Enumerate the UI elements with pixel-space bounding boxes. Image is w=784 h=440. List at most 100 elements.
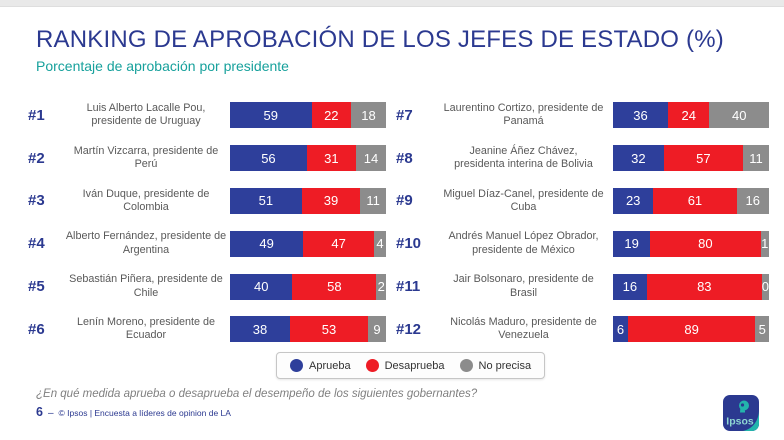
bar-value: 32 bbox=[631, 150, 646, 166]
bar-segment-aprueba: 49 bbox=[230, 230, 304, 257]
bar-value: 89 bbox=[684, 321, 699, 337]
approval-bar: 59 22 18 bbox=[230, 102, 386, 129]
bar-value: 61 bbox=[687, 193, 703, 209]
president-name: Lenín Moreno, presidente de Ecuador bbox=[76, 315, 216, 342]
bar-value: 5 bbox=[758, 321, 766, 337]
rank-label: #10 bbox=[396, 235, 422, 253]
bar-segment-desaprueba: 24 bbox=[668, 102, 710, 129]
rank-label: #9 bbox=[396, 192, 413, 210]
legend-label: No precisa bbox=[478, 359, 532, 372]
bar-value: 47 bbox=[331, 236, 346, 252]
bar-value: 56 bbox=[261, 150, 276, 166]
legend-item: Desaprueba bbox=[365, 359, 445, 372]
bar-segment-desaprueba: 80 bbox=[650, 230, 761, 257]
president-name: Iván Duque, presidente de Colombia bbox=[82, 187, 210, 213]
bar-segment-aprueba: 32 bbox=[613, 145, 664, 172]
bar-value: 40 bbox=[732, 107, 747, 123]
approval-bar: 16 83 0 bbox=[613, 273, 769, 300]
president-name: Martín Vizcarra, presidente de Perú bbox=[73, 144, 219, 171]
president-row: #7 Laurentino Cortizo, presidente de Pan… bbox=[396, 94, 769, 137]
bar-segment-no-precisa: 1 bbox=[760, 230, 769, 257]
bar-segment-no-precisa: 5 bbox=[755, 316, 769, 343]
bar-value: 38 bbox=[252, 321, 268, 337]
approval-bar: 23 61 16 bbox=[613, 187, 769, 214]
bar-value: 36 bbox=[633, 107, 648, 123]
bar-segment-no-precisa: 14 bbox=[355, 145, 386, 172]
bar-value: 9 bbox=[373, 321, 381, 337]
bar-value: 16 bbox=[745, 193, 760, 209]
bar-segment-aprueba: 40 bbox=[230, 273, 293, 300]
president-name: Luis Alberto Lacalle Pou, presidente de … bbox=[86, 101, 206, 128]
bar-value: 19 bbox=[624, 236, 639, 252]
page-title: RANKING DE APROBACIÓN DE LOS JEFES DE ES… bbox=[36, 26, 724, 53]
president-name: Sebastián Piñera, presidente de Chile bbox=[69, 273, 223, 299]
rank-label: #1 bbox=[28, 106, 45, 124]
bar-segment-aprueba: 36 bbox=[613, 102, 668, 129]
bar-value: 49 bbox=[259, 236, 274, 252]
bar-segment-no-precisa: 2 bbox=[376, 273, 386, 300]
bar-value: 24 bbox=[681, 107, 696, 123]
rank-label: #2 bbox=[28, 149, 45, 167]
legend-color-dot bbox=[459, 359, 473, 372]
president-row: #6 Lenín Moreno, presidente de Ecuador 3… bbox=[28, 308, 386, 351]
bar-segment-aprueba: 51 bbox=[230, 187, 302, 214]
bar-value: 11 bbox=[366, 193, 380, 209]
logo-square bbox=[723, 395, 759, 431]
bar-value: 59 bbox=[263, 107, 279, 123]
bar-value: 39 bbox=[323, 193, 339, 209]
approval-bar: 40 58 2 bbox=[230, 273, 386, 300]
bar-segment-no-precisa: 0 bbox=[761, 273, 769, 300]
bar-value: 51 bbox=[258, 193, 274, 209]
approval-bar: 49 47 4 bbox=[230, 230, 386, 257]
president-row: #12 Nicolás Maduro, presidente de Venezu… bbox=[396, 308, 769, 351]
subtitle: Porcentaje de aprobación por presidente bbox=[36, 58, 289, 74]
bar-value: 16 bbox=[622, 279, 638, 295]
bar-segment-no-precisa: 11 bbox=[360, 187, 386, 214]
president-row: #4 Alberto Fernández, presidente de Arge… bbox=[28, 222, 386, 265]
legend-label: Desaprueba bbox=[384, 359, 445, 372]
president-row: #11 Jair Bolsonaro, presidente de Brasil… bbox=[396, 265, 769, 308]
approval-bar: 38 53 9 bbox=[230, 316, 386, 343]
president-name: Jair Bolsonaro, presidente de Brasil bbox=[453, 273, 594, 299]
bar-segment-desaprueba: 47 bbox=[303, 230, 374, 257]
rank-label: #4 bbox=[28, 235, 45, 253]
bar-segment-aprueba: 19 bbox=[613, 230, 651, 257]
bar-segment-aprueba: 16 bbox=[613, 273, 647, 300]
bar-segment-desaprueba: 57 bbox=[663, 145, 744, 172]
approval-bar: 51 39 11 bbox=[230, 187, 386, 214]
legend-item: No precisa bbox=[459, 359, 532, 372]
bar-value: 80 bbox=[698, 236, 713, 252]
rank-label: #8 bbox=[396, 149, 413, 167]
rank-label: #3 bbox=[28, 192, 45, 210]
bar-value: 40 bbox=[253, 279, 269, 295]
bar-value: 23 bbox=[625, 193, 641, 209]
bar-segment-no-precisa: 11 bbox=[743, 145, 769, 172]
president-name: Jeanine Áñez Chávez, presidenta interina… bbox=[454, 144, 593, 171]
bar-value: 53 bbox=[321, 321, 337, 337]
legend-color-dot bbox=[290, 359, 303, 372]
legend: Aprueba Desaprueba No precisa bbox=[276, 352, 546, 379]
bar-segment-no-precisa: 18 bbox=[351, 102, 386, 129]
ranking-column-left: #1 Luis Alberto Lacalle Pou, presidente … bbox=[28, 94, 386, 351]
top-strip bbox=[0, 0, 784, 7]
president-name: Alberto Fernández, presidente de Argenti… bbox=[65, 230, 227, 256]
president-row: #2 Martín Vizcarra, presidente de Perú 5… bbox=[28, 137, 386, 180]
footer: 6 – © Ipsos | Encuesta a líderes de opin… bbox=[36, 405, 231, 419]
rank-label: #5 bbox=[28, 278, 45, 296]
president-row: #3 Iván Duque, presidente de Colombia 51… bbox=[28, 180, 386, 223]
bar-segment-no-precisa: 9 bbox=[367, 316, 386, 343]
bar-segment-aprueba: 23 bbox=[613, 187, 654, 214]
bar-value: 6 bbox=[616, 321, 625, 337]
president-name: Laurentino Cortizo, presidente de Panamá bbox=[443, 101, 604, 128]
bar-segment-desaprueba: 22 bbox=[311, 102, 352, 129]
ranking-column-right: #7 Laurentino Cortizo, presidente de Pan… bbox=[396, 94, 769, 351]
legend-label: Aprueba bbox=[309, 359, 351, 372]
legend-color-dot bbox=[365, 359, 379, 372]
bar-value: 83 bbox=[697, 279, 712, 295]
bar-value: 4 bbox=[376, 236, 384, 252]
bar-value: 57 bbox=[696, 150, 711, 166]
footer-dash: – bbox=[47, 408, 54, 419]
president-row: #10 Andrés Manuel López Obrador, preside… bbox=[396, 222, 769, 265]
bar-segment-aprueba: 6 bbox=[613, 316, 628, 343]
